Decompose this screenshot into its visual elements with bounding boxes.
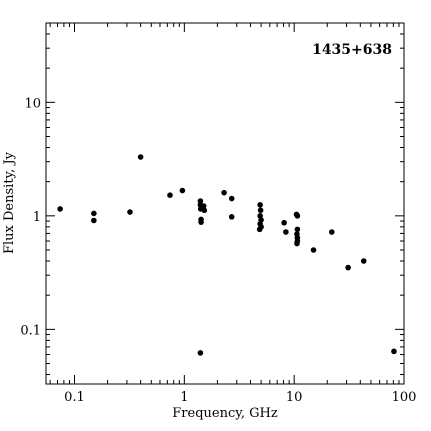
data-point bbox=[281, 219, 287, 226]
data-point bbox=[137, 154, 144, 160]
x-tick-label: 10 bbox=[286, 390, 303, 405]
data-point bbox=[198, 219, 204, 225]
data-point bbox=[294, 213, 301, 219]
plot-frame bbox=[45, 22, 405, 385]
data-point bbox=[179, 187, 186, 194]
data-point bbox=[221, 189, 227, 196]
x-tick-label: 100 bbox=[392, 390, 417, 405]
y-tick-label: 10 bbox=[24, 96, 41, 111]
data-point bbox=[228, 195, 235, 202]
x-tick-label: 1 bbox=[180, 390, 188, 405]
data-point bbox=[91, 217, 97, 224]
y-axis-label: Flux Density, Jy bbox=[2, 151, 17, 254]
data-points bbox=[57, 154, 397, 356]
data-point bbox=[310, 247, 317, 253]
data-point bbox=[228, 214, 235, 220]
data-point bbox=[197, 350, 204, 356]
data-point bbox=[345, 264, 351, 271]
data-point bbox=[328, 229, 335, 235]
axis-ticks bbox=[46, 22, 405, 384]
data-point bbox=[57, 206, 63, 212]
data-point bbox=[256, 226, 263, 233]
data-point bbox=[294, 226, 301, 233]
data-point bbox=[257, 207, 264, 214]
x-axis-label: Frequency, GHz bbox=[172, 406, 278, 421]
source-annotation: 1435+638 bbox=[312, 42, 392, 58]
data-point bbox=[201, 207, 208, 214]
data-point bbox=[167, 192, 173, 199]
data-point bbox=[283, 229, 289, 235]
x-tick-label: 0.1 bbox=[64, 390, 85, 405]
data-point bbox=[391, 348, 397, 355]
data-point bbox=[127, 209, 133, 215]
data-point bbox=[360, 258, 367, 264]
y-tick-label: 0.1 bbox=[20, 323, 41, 338]
data-point bbox=[257, 202, 263, 208]
data-point bbox=[91, 210, 97, 217]
data-point bbox=[200, 203, 207, 209]
y-tick-label: 1 bbox=[33, 210, 41, 225]
tick-labels: 0.1 1 10 100 0.1 1 10 bbox=[20, 96, 416, 405]
data-point bbox=[294, 240, 300, 247]
